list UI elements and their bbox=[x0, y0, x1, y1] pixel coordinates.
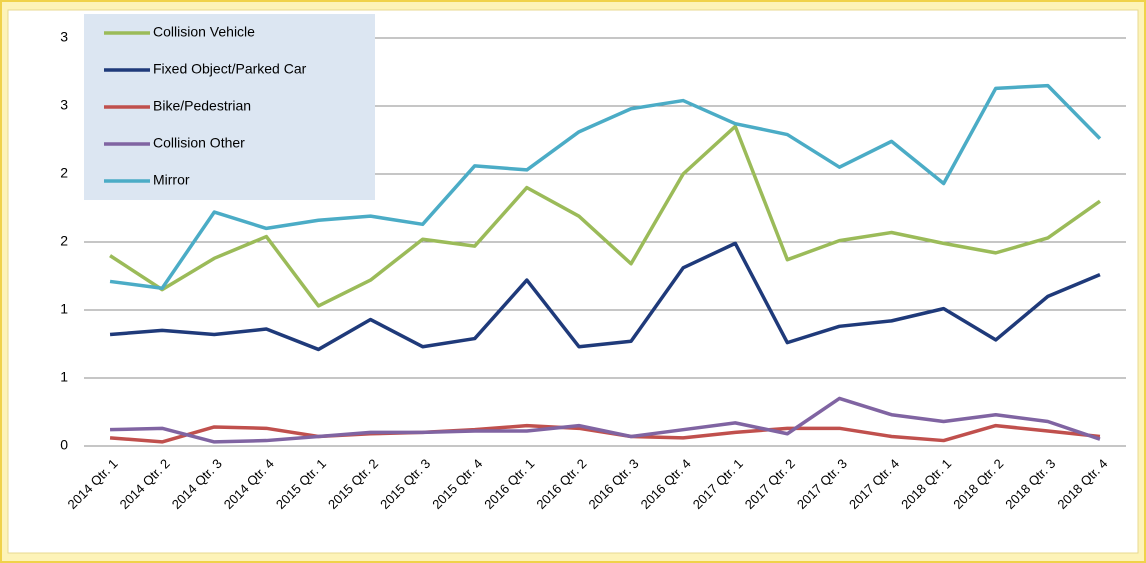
y-tick-label: 3 bbox=[60, 29, 68, 45]
y-tick-label: 2 bbox=[60, 165, 68, 181]
y-tick-label: 0 bbox=[60, 437, 68, 453]
legend-label: Collision Vehicle bbox=[153, 24, 255, 40]
y-tick-label: 1 bbox=[60, 369, 68, 385]
series-line bbox=[109, 241, 1101, 352]
y-tick-label: 3 bbox=[60, 97, 68, 113]
lines bbox=[109, 83, 1102, 444]
legend-label: Mirror bbox=[153, 172, 190, 188]
series-line bbox=[109, 124, 1101, 308]
y-tick-label: 2 bbox=[60, 233, 68, 249]
legend-label: Fixed Object/Parked Car bbox=[153, 61, 307, 77]
legend-label: Collision Other bbox=[153, 135, 245, 151]
series-line bbox=[110, 396, 1101, 444]
legend-items: Collision Vehicle Fixed Object/Parked Car… bbox=[104, 24, 307, 188]
series-line bbox=[109, 83, 1102, 290]
legend-label: Bike/Pedestrian bbox=[153, 98, 251, 114]
y-tick-label: 1 bbox=[60, 301, 68, 317]
